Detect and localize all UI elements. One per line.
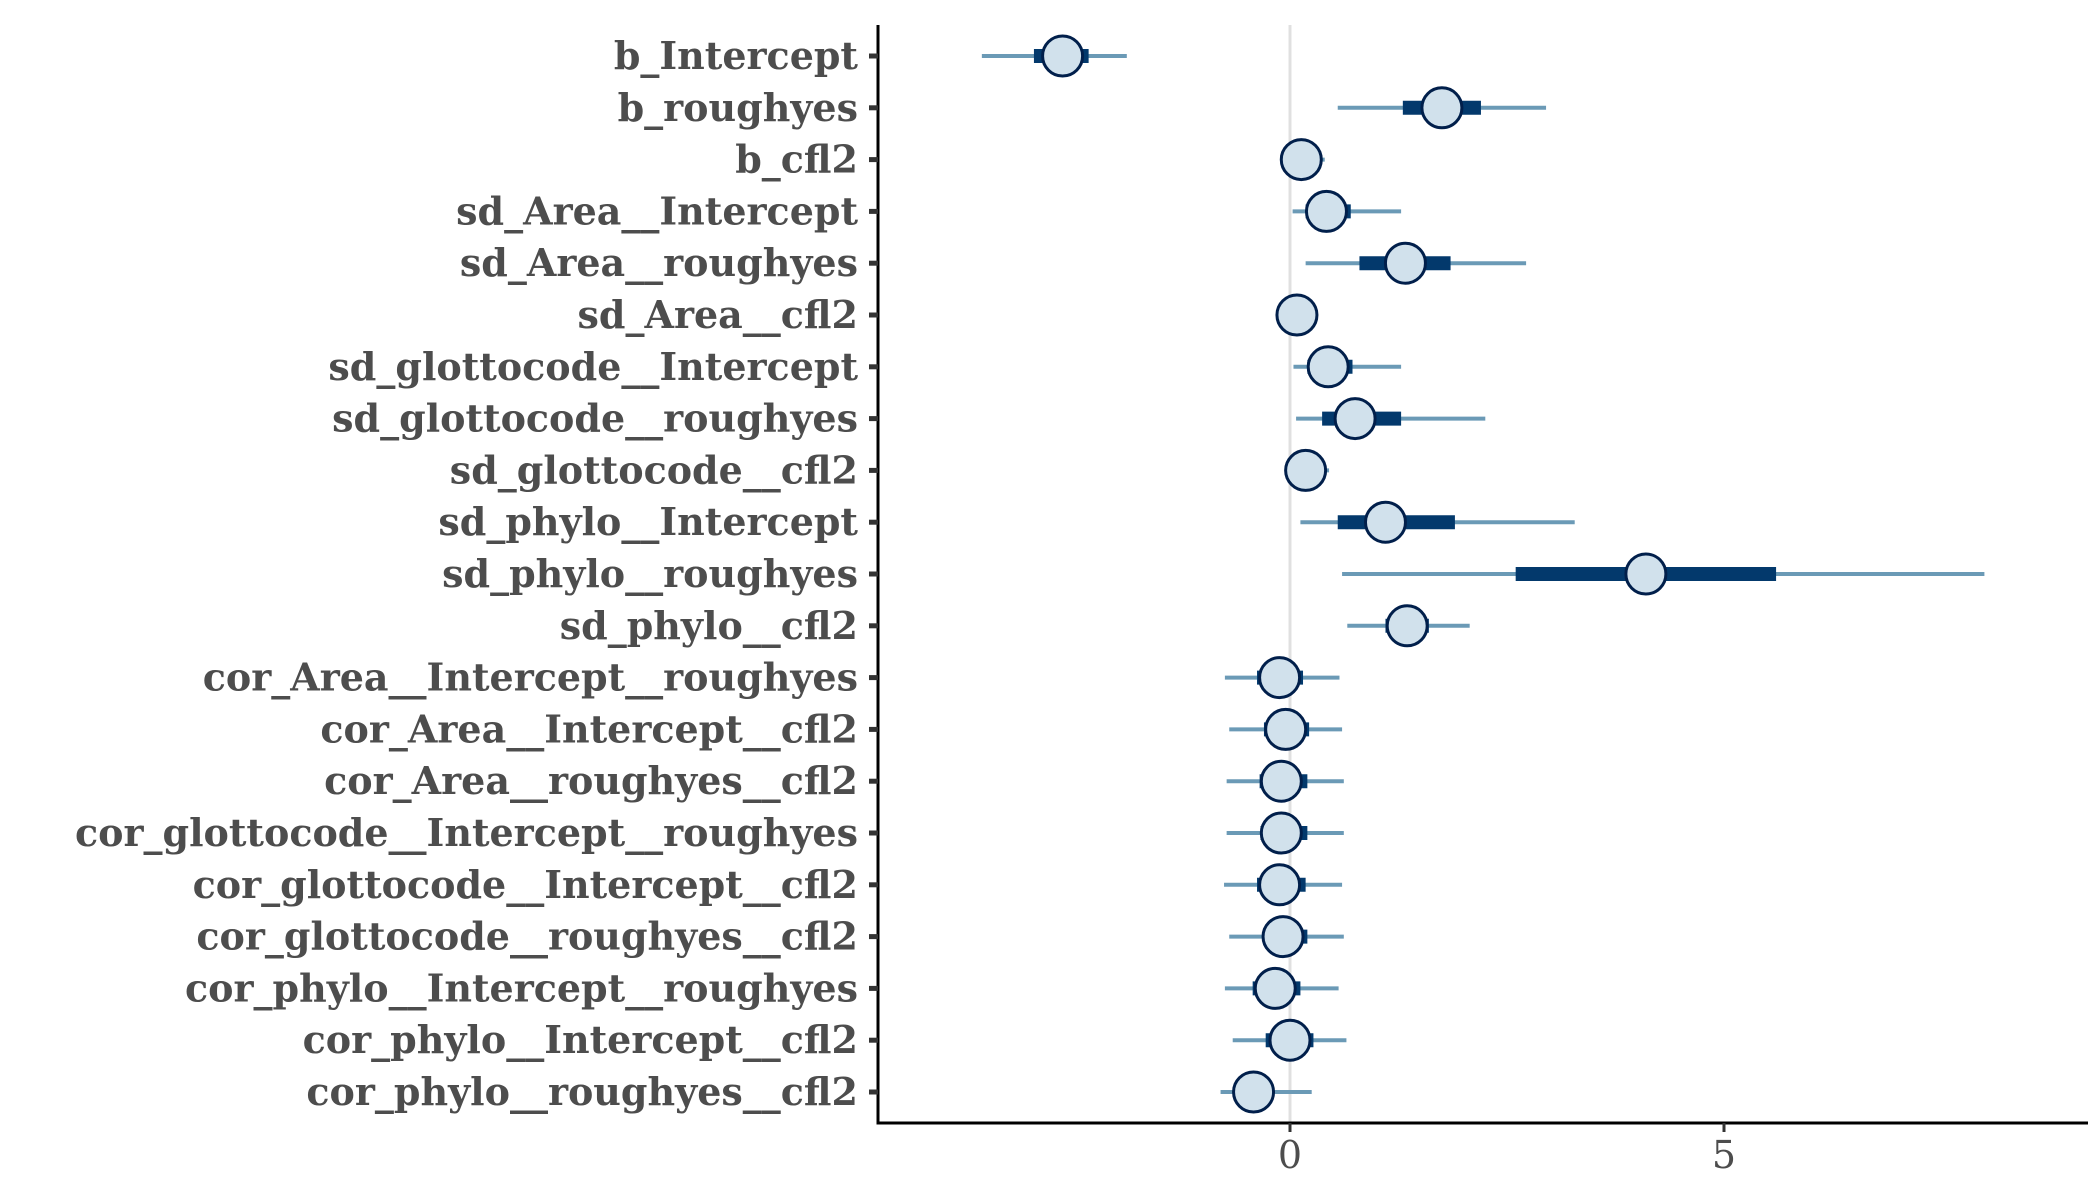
point-estimate xyxy=(1259,759,1303,803)
point-estimate xyxy=(1258,656,1302,700)
y-tick-label: b_Intercept xyxy=(614,33,859,78)
y-tick-label: cor_phylo__Intercept__cfl2 xyxy=(303,1017,858,1062)
point-estimate xyxy=(1420,86,1464,130)
point-estimate xyxy=(1264,707,1308,751)
y-tick-label: sd_phylo__roughyes xyxy=(442,551,858,596)
y-tick-label: b_cfl2 xyxy=(735,137,858,182)
point-estimate xyxy=(1041,34,1085,78)
y-tick-label: sd_glottocode__Intercept xyxy=(328,344,858,389)
point-estimate xyxy=(1268,1018,1312,1062)
point-estimate xyxy=(1261,915,1305,959)
y-tick-label: cor_glottocode__Intercept__cfl2 xyxy=(193,862,858,907)
point-estimate xyxy=(1306,345,1350,389)
point-estimate xyxy=(1333,397,1377,441)
y-tick-label: b_roughyes xyxy=(618,85,858,130)
point-estimate xyxy=(1363,500,1407,544)
point-estimate xyxy=(1258,863,1302,907)
point-estimate xyxy=(1624,552,1668,596)
y-tick-label: cor_Area__Intercept__cfl2 xyxy=(320,706,858,751)
point-estimate xyxy=(1284,448,1328,492)
y-tick-label: cor_Area__roughyes__cfl2 xyxy=(324,758,858,803)
point-estimate xyxy=(1385,604,1429,648)
x-tick-label: 0 xyxy=(1278,1133,1302,1177)
y-tick-label: cor_phylo__roughyes__cfl2 xyxy=(306,1069,858,1114)
y-tick-label: cor_phylo__Intercept__roughyes xyxy=(185,965,858,1010)
y-tick-label: sd_Area__roughyes xyxy=(460,240,858,285)
y-tick-label: sd_glottocode__roughyes xyxy=(332,396,858,441)
y-tick-label: sd_Area__Intercept xyxy=(456,188,858,233)
point-estimate xyxy=(1279,138,1323,182)
y-tick-label: sd_phylo__Intercept xyxy=(438,499,858,544)
y-tick-label: sd_Area__cfl2 xyxy=(578,292,858,337)
point-estimate xyxy=(1232,1070,1276,1114)
point-estimate xyxy=(1259,811,1303,855)
point-estimate xyxy=(1383,241,1427,285)
point-estimate xyxy=(1275,293,1319,337)
point-estimate xyxy=(1304,189,1348,233)
x-tick-label: 5 xyxy=(1712,1133,1736,1177)
y-tick-label: cor_glottocode__roughyes__cfl2 xyxy=(196,914,858,959)
y-tick-label: cor_Area__Intercept__roughyes xyxy=(203,655,858,700)
y-tick-label: cor_glottocode__Intercept__roughyes xyxy=(75,810,858,855)
y-tick-label: sd_glottocode__cfl2 xyxy=(450,447,858,492)
y-tick-label: sd_phylo__cfl2 xyxy=(560,603,858,648)
point-estimate xyxy=(1253,966,1297,1010)
